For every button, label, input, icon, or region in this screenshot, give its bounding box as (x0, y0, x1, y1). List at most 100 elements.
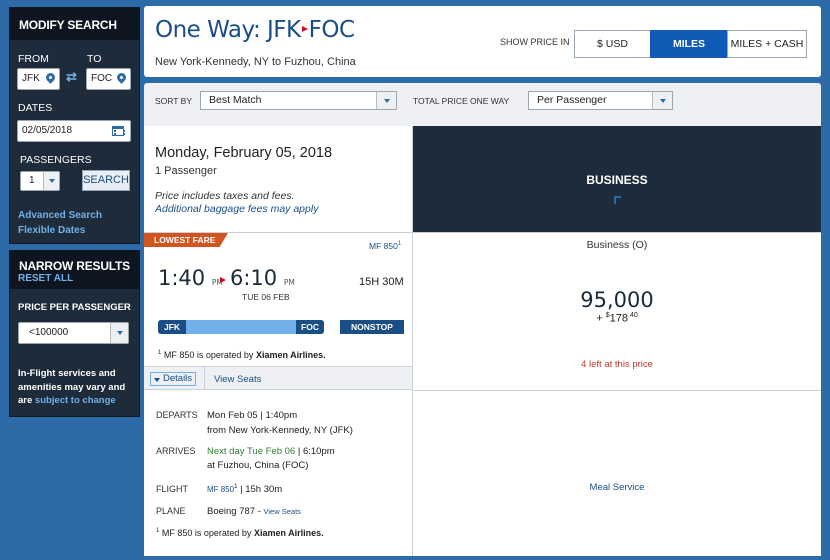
price-mode-miles[interactable]: MILES (650, 30, 728, 58)
passengers-value: 1 (29, 175, 35, 186)
travel-date: Monday, February 05, 2018 (155, 145, 333, 161)
passengers-label: PASSENGERS (20, 154, 92, 166)
seat-icon (614, 196, 621, 204)
arrive-time-value: 6:10 (230, 266, 278, 290)
price-per-passenger-label: PRICE PER PASSENGER (18, 302, 131, 313)
passenger-count: 1 Passenger (155, 165, 217, 177)
meal-service-link[interactable]: Meal Service (589, 482, 645, 493)
tab-separator (204, 367, 205, 389)
to-value: FOC (91, 73, 113, 84)
baggage-fees-link[interactable]: Additional baggage fees may apply (155, 203, 319, 215)
nonstop-badge: NONSTOP (340, 320, 404, 334)
operated-footnote-mark: 1 (158, 350, 162, 356)
depart-ampm: PM (211, 278, 223, 287)
row-divider (413, 390, 821, 391)
location-pin-icon (44, 71, 57, 84)
advanced-search-link[interactable]: Advanced Search (18, 210, 102, 221)
sort-dropdown[interactable] (376, 92, 396, 109)
departs-label: DEPARTS (156, 410, 198, 420)
route-bar: JFK FOC (158, 320, 324, 334)
modify-search-panel: MODIFY SEARCH FROM TO JFK ⇄ FOC DATES 02… (9, 7, 140, 244)
reset-all-link[interactable]: RESET ALL (18, 273, 74, 284)
chevron-down-icon (383, 98, 390, 103)
subject-to-change-link[interactable]: subject to change (34, 395, 116, 406)
route-arrow-icon (220, 277, 226, 283)
swap-icon[interactable]: ⇄ (66, 69, 77, 84)
price-mode-miles-cash[interactable]: MILES + CASH (727, 30, 807, 58)
date-field[interactable]: 02/05/2018 (17, 120, 131, 142)
title-origin: One Way: JFK (155, 17, 301, 43)
passengers-select[interactable]: 1 (20, 171, 60, 191)
plane-view-seats-link[interactable]: View Seats (263, 507, 301, 516)
price-filter-dropdown[interactable] (110, 323, 128, 343)
route-destination: FOC (296, 320, 324, 334)
from-field[interactable]: JFK (17, 68, 60, 90)
fare-miles[interactable]: 95,000 (580, 288, 654, 312)
to-field[interactable]: FOC (86, 68, 131, 90)
dates-label: DATES (18, 102, 53, 114)
narrow-results-title: NARROW RESULTS (10, 251, 139, 289)
flight-number-link[interactable]: MF 8501 (369, 241, 401, 251)
flight-duration-detail: | 15h 30m (240, 484, 283, 496)
details-tab[interactable]: Details (150, 372, 197, 386)
narrow-results-panel: NARROW RESULTS RESET ALL PRICE PER PASSE… (9, 250, 140, 417)
to-label: TO (87, 53, 102, 65)
chevron-down-icon (116, 331, 123, 335)
detail-operated-footnote: 1 (156, 528, 160, 534)
detail-operated-text: MF 850 is operated by (161, 528, 252, 538)
chevron-down-icon (659, 98, 666, 103)
column-divider (412, 126, 413, 556)
arrives-time: | 6:10pm (295, 446, 335, 457)
total-price-select[interactable]: Per Passenger (528, 91, 673, 110)
arrives-label: ARRIVES (156, 446, 196, 456)
search-button[interactable]: SEARCH (82, 170, 130, 191)
price-mode-usd[interactable]: $ USD (574, 30, 651, 58)
price-filter-value: <100000 (29, 327, 69, 338)
sort-value: Best Match (209, 94, 262, 106)
price-filter-select[interactable]: <100000 (18, 322, 129, 344)
departs-from: from New York-Kennedy, NY (JFK) (207, 425, 353, 436)
seats-left: 4 left at this price (581, 359, 653, 370)
inflight-notice-text: In-Flight services and amenities may var… (18, 368, 126, 406)
show-price-label: SHOW PRICE IN (500, 37, 570, 47)
flight-info: MF 8501 | 15h 30m (207, 484, 282, 495)
search-header: One Way: JFK FOC New York-Kennedy, NY to … (144, 6, 821, 77)
fare-cash: + $178.40 (413, 312, 821, 325)
title-destination: FOC (308, 17, 355, 43)
sort-by-label: SORT BY (155, 96, 193, 106)
lowest-fare-badge: LOWEST FARE (144, 233, 228, 247)
modify-search-title: MODIFY SEARCH (10, 8, 139, 40)
flexible-dates-link[interactable]: Flexible Dates (18, 225, 86, 236)
departs-value: Mon Feb 05 | 1:40pm (207, 410, 298, 421)
calendar-icon[interactable] (112, 126, 125, 136)
detail-operated-note: 1 MF 850 is operated by Xiamen Airlines. (156, 528, 324, 538)
plane-label: PLANE (156, 506, 186, 516)
total-price-value: Per Passenger (537, 94, 607, 106)
chevron-down-icon (48, 179, 55, 183)
cabin-header: BUSINESS (413, 126, 821, 232)
passengers-dropdown[interactable] (43, 172, 59, 190)
sort-bar: SORT BY Best Match TOTAL PRICE ONE WAY P… (144, 83, 821, 126)
from-label: FROM (18, 53, 49, 65)
view-seats-tab[interactable]: View Seats (214, 374, 262, 385)
plane-info: Boeing 787 - View Seats (207, 506, 301, 517)
cabin-header-label: BUSINESS (586, 173, 648, 187)
fare-currency: $ (605, 312, 610, 319)
total-price-dropdown[interactable] (652, 92, 672, 109)
sort-select[interactable]: Best Match (200, 91, 397, 110)
from-value: JFK (22, 73, 40, 84)
arrives-value: Next day Tue Feb 06 | 6:10pm (207, 446, 335, 457)
date-value: 02/05/2018 (22, 125, 73, 136)
operated-airline: Xiamen Airlines. (255, 350, 326, 360)
plane-arrow-icon (301, 26, 308, 32)
detail-operated-airline: Xiamen Airlines. (253, 528, 324, 538)
operated-by-note: 1 MF 850 is operated by Xiamen Airlines. (158, 350, 326, 360)
fare-cash-whole: 178 (609, 312, 629, 325)
flight-number: MF 850 (369, 241, 398, 251)
flight-number-detail[interactable]: MF 850 (207, 485, 235, 495)
flight-label: FLIGHT (156, 484, 189, 494)
route-origin: JFK (158, 320, 186, 334)
total-price-label: TOTAL PRICE ONE WAY (413, 96, 510, 106)
page-title: One Way: JFK FOC (155, 17, 355, 43)
detail-footnote-mark: 1 (234, 484, 238, 490)
